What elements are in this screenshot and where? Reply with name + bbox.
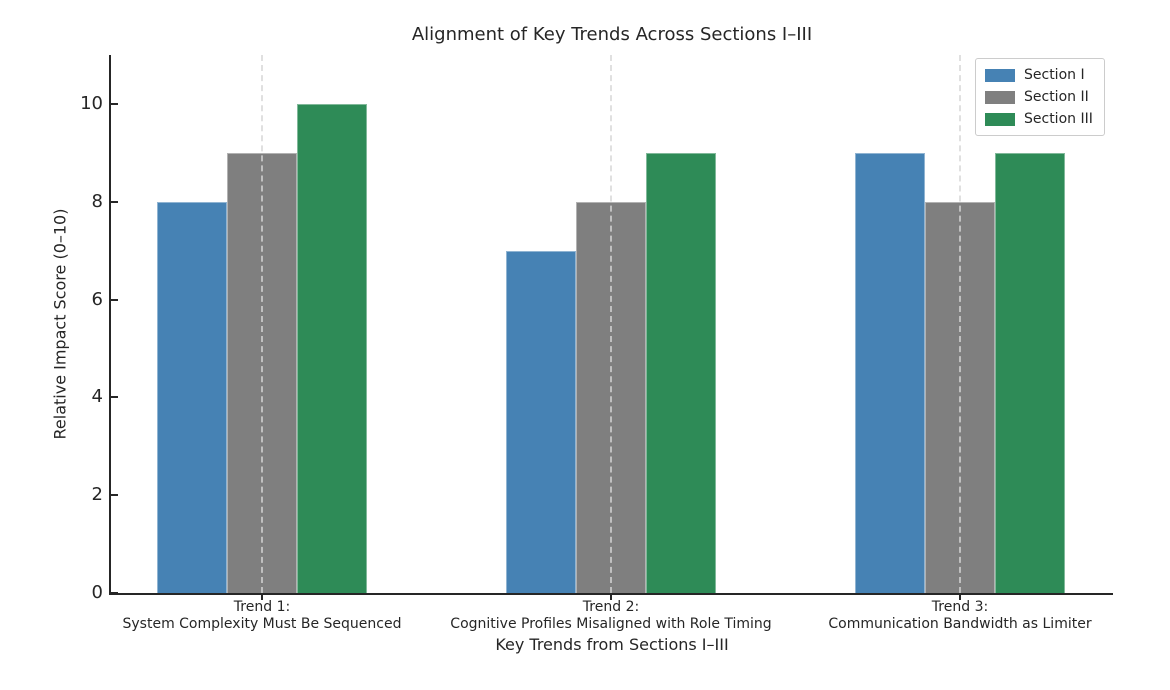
y-tick-label: 0: [91, 582, 103, 603]
x-tick-label-line: Cognitive Profiles Misaligned with Role …: [450, 616, 772, 632]
x-tick-label: Trend 1: System Complexity Must Be Sequen…: [52, 599, 472, 633]
x-tick-label-line: Trend 1:: [233, 599, 291, 615]
y-tick-label: 4: [91, 386, 103, 408]
x-tick-label-line: Trend 3:: [931, 599, 989, 615]
bar-section-iii-trend-1: [297, 103, 367, 593]
y-tick-mark: [111, 494, 118, 497]
y-tick-label: 6: [91, 288, 103, 310]
y-tick-mark: [111, 200, 118, 203]
x-tick-label-line: Communication Bandwidth as Limiter: [828, 616, 1092, 632]
legend-item: Section III: [985, 108, 1095, 130]
plot-area: [111, 55, 1113, 593]
y-tick-label: 2: [91, 484, 103, 506]
gridline: [610, 55, 612, 593]
x-tick-mark: [261, 595, 263, 600]
bar-section-i-trend-3: [855, 152, 925, 593]
y-tick-mark: [111, 298, 118, 301]
x-tick-label-line: System Complexity Must Be Sequenced: [122, 616, 402, 632]
y-tick-mark: [111, 396, 118, 399]
bar-section-iii-trend-3: [995, 152, 1065, 593]
gridline: [959, 55, 961, 593]
x-tick-label-line: Trend 2:: [582, 599, 640, 615]
legend-swatch: [985, 90, 1015, 104]
y-tick-label: 10: [80, 92, 103, 114]
bar-section-i-trend-1: [157, 201, 227, 593]
y-tick-mark: [111, 102, 118, 105]
x-tick-label: Trend 3: Communication Bandwidth as Limit…: [750, 599, 1170, 633]
legend-item-label: Section I: [1024, 67, 1085, 83]
x-tick-mark: [959, 595, 961, 600]
bar-section-i-trend-2: [506, 250, 576, 593]
legend-item: Section I: [985, 64, 1095, 86]
bar-section-iii-trend-2: [646, 152, 716, 593]
x-tick-mark: [610, 595, 612, 600]
y-tick-label: 8: [91, 190, 103, 212]
x-axis-spine: [109, 593, 1113, 595]
chart-title: Alignment of Key Trends Across Sections …: [411, 24, 813, 45]
y-tick-mark: [111, 592, 118, 594]
legend-item-label: Section II: [1024, 89, 1089, 105]
y-axis-spine: [109, 55, 111, 595]
legend-item: Section II: [985, 86, 1095, 108]
x-axis-label: Key Trends from Sections I–III: [495, 635, 729, 654]
legend-item-label: Section III: [1024, 111, 1093, 127]
legend-swatch: [985, 68, 1015, 82]
legend: Section I Section II Section III: [975, 58, 1105, 136]
x-tick-label: Trend 2: Cognitive Profiles Misaligned wi…: [401, 599, 821, 633]
legend-swatch: [985, 112, 1015, 126]
gridline: [261, 55, 263, 593]
